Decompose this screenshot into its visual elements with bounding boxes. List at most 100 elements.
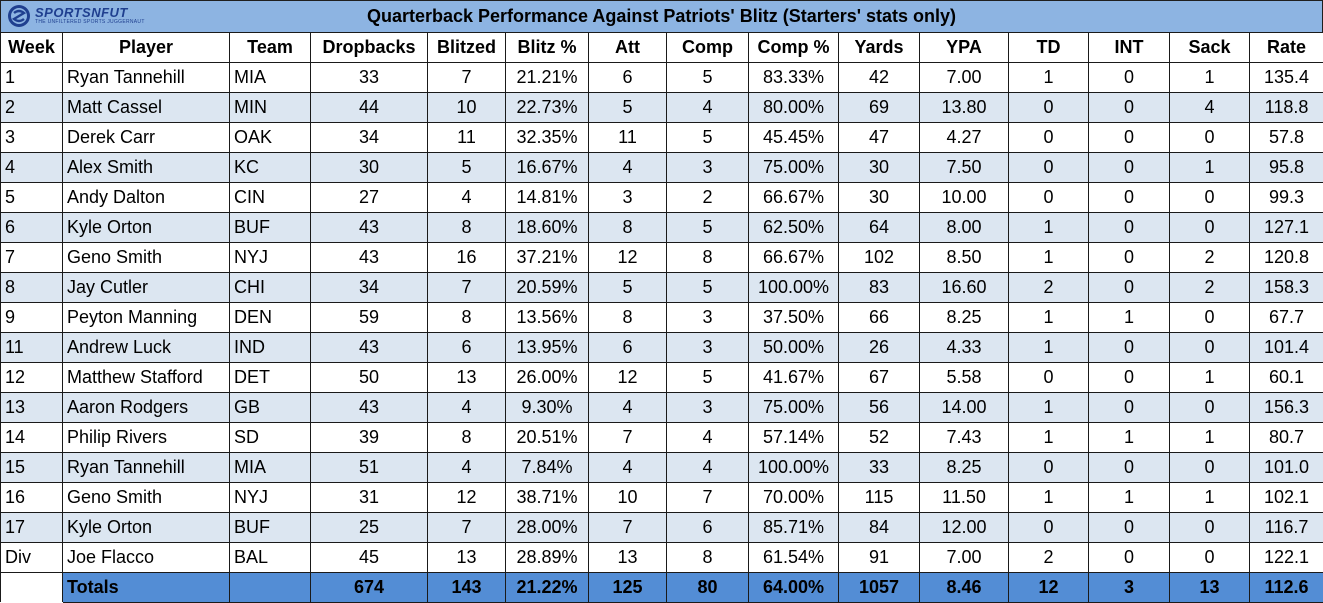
- cell-sack: 0: [1170, 183, 1250, 213]
- total-att: 125: [589, 573, 667, 603]
- cell-td: 0: [1009, 93, 1089, 123]
- cell-ypa: 8.00: [920, 213, 1009, 243]
- cell-comp: 4: [667, 453, 749, 483]
- cell-sack: 0: [1170, 453, 1250, 483]
- cell-player: Jay Cutler: [63, 273, 230, 303]
- cell-td: 0: [1009, 513, 1089, 543]
- total-td: 12: [1009, 573, 1089, 603]
- cell-ypa: 7.00: [920, 543, 1009, 573]
- cell-yards: 52: [839, 423, 920, 453]
- cell-int: 0: [1089, 513, 1170, 543]
- cell-att: 12: [589, 363, 667, 393]
- cell-dropbacks: 33: [311, 63, 428, 93]
- cell-blitzed: 10: [428, 93, 506, 123]
- cell-att: 8: [589, 213, 667, 243]
- cell-comp-pct: 57.14%: [749, 423, 839, 453]
- cell-dropbacks: 43: [311, 333, 428, 363]
- cell-comp: 2: [667, 183, 749, 213]
- cell-blitz-pct: 7.84%: [506, 453, 589, 483]
- cell-week: 12: [1, 363, 63, 393]
- cell-int: 1: [1089, 483, 1170, 513]
- table-title: Quarterback Performance Against Patriots…: [1, 1, 1322, 32]
- cell-player: Andrew Luck: [63, 333, 230, 363]
- cell-comp: 3: [667, 333, 749, 363]
- total-team: [230, 573, 311, 603]
- cell-rate: 80.7: [1250, 423, 1323, 453]
- cell-dropbacks: 44: [311, 93, 428, 123]
- cell-player: Philip Rivers: [63, 423, 230, 453]
- cell-comp-pct: 62.50%: [749, 213, 839, 243]
- cell-ypa: 7.43: [920, 423, 1009, 453]
- cell-blitz-pct: 13.95%: [506, 333, 589, 363]
- cell-int: 0: [1089, 63, 1170, 93]
- col-header-blitzed: Blitzed: [428, 33, 506, 63]
- cell-blitz-pct: 21.21%: [506, 63, 589, 93]
- cell-blitz-pct: 14.81%: [506, 183, 589, 213]
- cell-int: 0: [1089, 93, 1170, 123]
- cell-blitz-pct: 20.59%: [506, 273, 589, 303]
- cell-dropbacks: 31: [311, 483, 428, 513]
- cell-td: 0: [1009, 183, 1089, 213]
- cell-comp-pct: 66.67%: [749, 183, 839, 213]
- cell-td: 1: [1009, 423, 1089, 453]
- cell-rate: 57.8: [1250, 123, 1323, 153]
- cell-week: 4: [1, 153, 63, 183]
- total-blitz-pct: 21.22%: [506, 573, 589, 603]
- cell-rate: 95.8: [1250, 153, 1323, 183]
- cell-team: CHI: [230, 273, 311, 303]
- cell-blitz-pct: 18.60%: [506, 213, 589, 243]
- cell-comp-pct: 75.00%: [749, 153, 839, 183]
- cell-att: 7: [589, 423, 667, 453]
- cell-player: Andy Dalton: [63, 183, 230, 213]
- cell-int: 0: [1089, 333, 1170, 363]
- cell-blitz-pct: 26.00%: [506, 363, 589, 393]
- cell-att: 8: [589, 303, 667, 333]
- cell-team: GB: [230, 393, 311, 423]
- cell-comp: 4: [667, 93, 749, 123]
- cell-player: Ryan Tannehill: [63, 63, 230, 93]
- cell-team: BUF: [230, 213, 311, 243]
- cell-team: CIN: [230, 183, 311, 213]
- cell-blitzed: 4: [428, 393, 506, 423]
- total-player: Totals: [63, 573, 230, 603]
- cell-week: 14: [1, 423, 63, 453]
- cell-week: 2: [1, 93, 63, 123]
- cell-week: 15: [1, 453, 63, 483]
- cell-yards: 30: [839, 183, 920, 213]
- cell-comp-pct: 41.67%: [749, 363, 839, 393]
- cell-ypa: 13.80: [920, 93, 1009, 123]
- col-header-rate: Rate: [1250, 33, 1323, 63]
- cell-yards: 83: [839, 273, 920, 303]
- cell-att: 6: [589, 333, 667, 363]
- cell-rate: 99.3: [1250, 183, 1323, 213]
- cell-int: 1: [1089, 423, 1170, 453]
- cell-yards: 56: [839, 393, 920, 423]
- cell-ypa: 7.50: [920, 153, 1009, 183]
- cell-td: 1: [1009, 333, 1089, 363]
- cell-player: Kyle Orton: [63, 513, 230, 543]
- cell-comp-pct: 80.00%: [749, 93, 839, 123]
- cell-comp-pct: 75.00%: [749, 393, 839, 423]
- cell-comp-pct: 45.45%: [749, 123, 839, 153]
- cell-ypa: 10.00: [920, 183, 1009, 213]
- cell-blitzed: 4: [428, 453, 506, 483]
- cell-sack: 1: [1170, 483, 1250, 513]
- cell-blitzed: 7: [428, 273, 506, 303]
- cell-int: 1: [1089, 303, 1170, 333]
- cell-player: Kyle Orton: [63, 213, 230, 243]
- cell-int: 0: [1089, 153, 1170, 183]
- cell-team: IND: [230, 333, 311, 363]
- cell-dropbacks: 27: [311, 183, 428, 213]
- cell-int: 0: [1089, 363, 1170, 393]
- cell-blitzed: 12: [428, 483, 506, 513]
- cell-comp-pct: 85.71%: [749, 513, 839, 543]
